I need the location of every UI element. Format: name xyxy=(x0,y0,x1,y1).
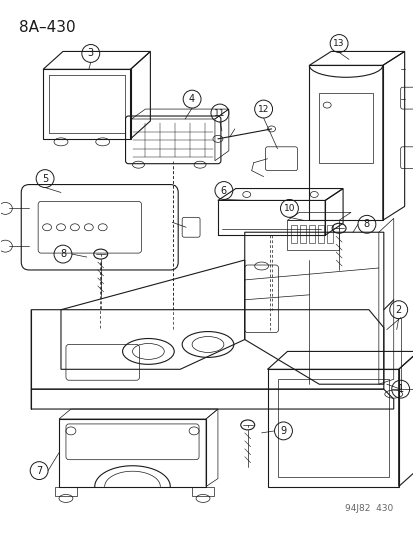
Text: 11: 11 xyxy=(214,109,225,118)
Text: 1: 1 xyxy=(396,384,403,394)
Text: 2: 2 xyxy=(395,305,401,314)
Bar xyxy=(309,225,315,243)
Text: 4: 4 xyxy=(189,94,195,104)
Text: 6: 6 xyxy=(220,185,226,196)
Text: 10: 10 xyxy=(283,204,294,213)
Text: 3: 3 xyxy=(88,49,94,59)
Text: 94J82  430: 94J82 430 xyxy=(345,504,393,513)
Text: 5: 5 xyxy=(42,174,48,183)
Bar xyxy=(300,225,306,243)
Text: 8: 8 xyxy=(363,219,369,229)
Bar xyxy=(326,225,332,243)
Bar xyxy=(318,225,323,243)
Bar xyxy=(291,225,297,243)
Text: 8: 8 xyxy=(60,249,66,259)
Text: 13: 13 xyxy=(332,39,344,48)
Text: 9: 9 xyxy=(280,426,286,436)
Text: 8A–430: 8A–430 xyxy=(19,20,76,35)
Text: 12: 12 xyxy=(257,104,268,114)
Text: 7: 7 xyxy=(36,466,42,475)
